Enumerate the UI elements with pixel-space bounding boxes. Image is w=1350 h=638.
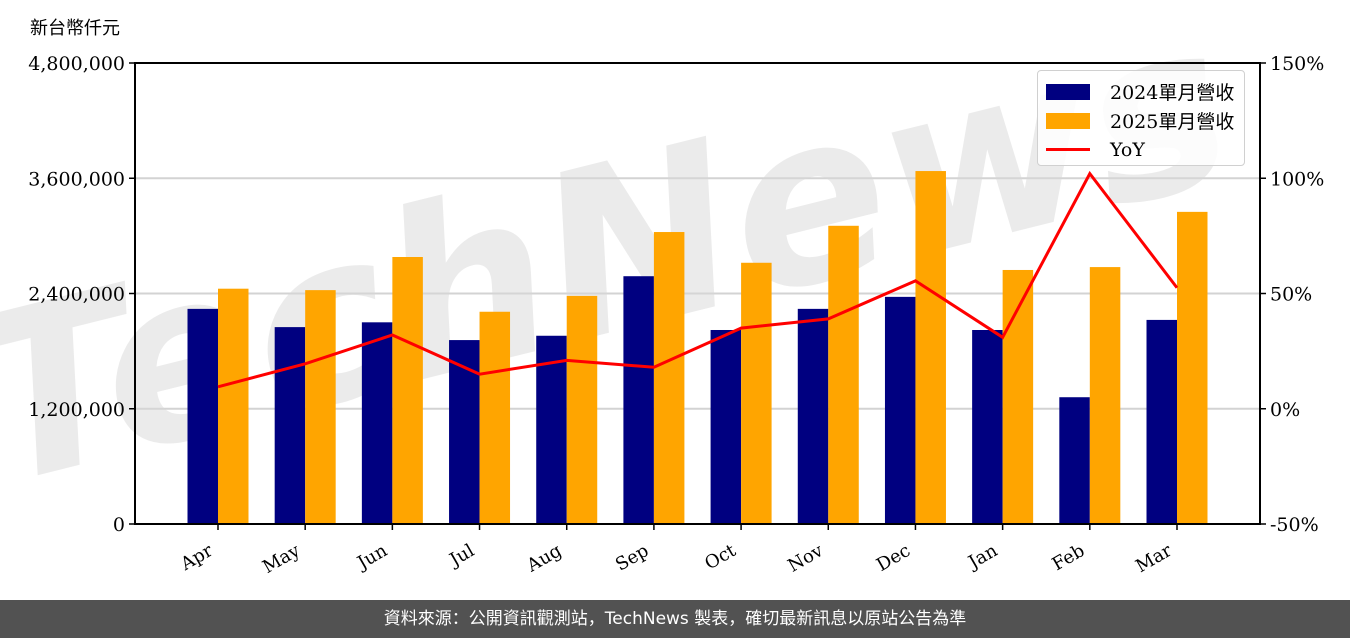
x-tick-label: Apr xyxy=(176,540,216,575)
y2-tick-label: 0% xyxy=(1270,399,1300,421)
bar-2024-jan xyxy=(972,329,1003,524)
x-tick-label: Feb xyxy=(1049,540,1089,575)
bar-2024-apr xyxy=(187,308,218,524)
yoy-line xyxy=(217,170,1179,389)
x-tick-label: Oct xyxy=(701,540,740,575)
y-tick-label: 1,200,000 xyxy=(28,399,125,421)
bar-2024-oct xyxy=(710,329,742,524)
x-tick-label: Jan xyxy=(963,540,1001,574)
legend-swatch-2025 xyxy=(1046,112,1090,129)
y2-tick-label: 50% xyxy=(1270,284,1312,306)
bar-2024-nov xyxy=(797,308,829,524)
y-tick-label: 4,800,000 xyxy=(28,53,125,75)
bar-2025-dec xyxy=(915,171,946,524)
x-tick-label: Aug xyxy=(523,540,566,577)
legend-item-2025: 2025單月營收 xyxy=(1046,106,1236,135)
bar-2024-dec xyxy=(884,296,916,524)
x-tick-label: Jul xyxy=(445,540,479,572)
bar-2025-mar xyxy=(1177,211,1208,525)
legend-label-yoy: YoY xyxy=(1110,138,1145,161)
x-tick-label: Nov xyxy=(784,540,827,577)
y-tick-label: 2,400,000 xyxy=(28,284,125,306)
x-tick-label: Dec xyxy=(873,540,914,576)
legend-label-2024: 2024單月營收 xyxy=(1110,82,1235,104)
x-tick-label: May xyxy=(259,540,304,578)
legend-item-2024: 2024單月營收 xyxy=(1046,77,1236,106)
y-tick-label: 3,600,000 xyxy=(28,168,125,190)
bar-2024-aug xyxy=(536,335,567,524)
source-footer: 資料來源：公開資訊觀測站，TechNews 製表，確切最新訊息以原站公告為準 xyxy=(0,600,1350,638)
legend-item-yoy: YoY xyxy=(1046,135,1236,164)
legend-line-yoy xyxy=(1046,148,1090,151)
bar-2024-sep xyxy=(623,276,654,524)
bar-2025-aug xyxy=(566,295,598,524)
y2-tick-label: -50% xyxy=(1270,514,1319,536)
y2-tick-label: 100% xyxy=(1270,168,1324,190)
bar-2025-feb xyxy=(1089,267,1121,524)
chart-legend: 2024單月營收 2025單月營收 YoY xyxy=(1037,70,1245,166)
bar-2025-sep xyxy=(653,232,685,525)
x-tick-label: Sep xyxy=(612,540,652,575)
bar-2024-jun xyxy=(361,322,393,524)
bar-2025-may xyxy=(305,290,336,524)
bar-2025-jul xyxy=(479,311,511,524)
y-tick-label: 0 xyxy=(113,514,125,536)
legend-swatch-2024 xyxy=(1046,83,1090,100)
bar-2024-feb xyxy=(1059,397,1090,524)
y2-tick-label: 150% xyxy=(1270,53,1324,75)
bar-2025-jan xyxy=(1002,269,1034,524)
bar-2024-mar xyxy=(1146,319,1177,524)
bar-2025-oct xyxy=(741,262,772,524)
bar-2025-jun xyxy=(392,257,423,524)
bar-2025-nov xyxy=(828,225,859,524)
legend-label-2025: 2025單月營收 xyxy=(1110,111,1235,133)
y-axis-unit-label: 新台幣仟元 xyxy=(30,18,120,39)
bar-2024-may xyxy=(274,327,306,524)
bar-2025-apr xyxy=(218,288,249,524)
x-tick-label: Jun xyxy=(352,540,391,575)
x-tick-label: Mar xyxy=(1132,540,1176,577)
